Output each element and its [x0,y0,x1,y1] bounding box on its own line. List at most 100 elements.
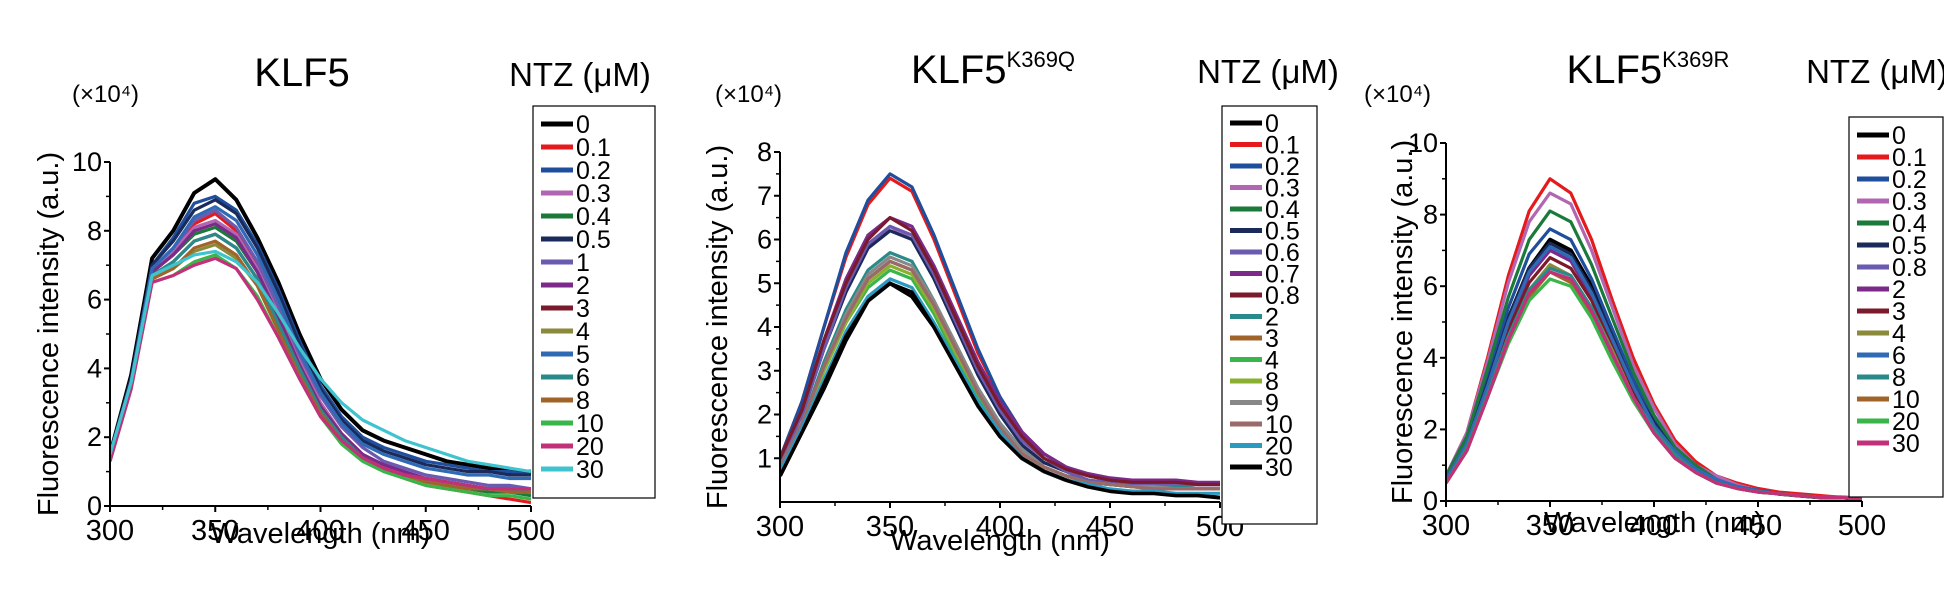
x-tick-label: 500 [1838,510,1886,542]
legend-label: 3 [576,295,590,323]
legend-label: 8 [576,387,590,415]
legend-label: 2 [576,272,590,300]
legend-item: 0 [1857,122,1906,150]
chart-title: KLF5K369Q [911,47,1075,92]
legend-item: 1 [541,249,590,277]
legend-item: 2 [1857,276,1906,304]
legend-label: 20 [1892,408,1920,436]
legend-label: 10 [1265,411,1293,439]
series-line-30 [780,281,1220,500]
series-line-0-2 [110,194,531,477]
legend-label: 0.7 [1265,261,1300,289]
legend-label: 3 [1265,325,1279,353]
legend-item: 20 [541,433,604,461]
legend-label: 0.8 [1892,254,1927,282]
series-line-10 [780,259,1220,491]
y-tick-label: 4 [757,312,772,342]
x-tick-label: 300 [1422,510,1470,542]
legend-item: 4 [541,318,590,346]
legend-label: 0.4 [1265,196,1300,224]
x-tick-label: 400 [296,515,344,547]
x-tick-label: 350 [191,515,239,547]
legend-item: 2 [541,272,590,300]
series-line-20 [780,277,1220,495]
y-tick-label: 2 [1423,414,1438,444]
legend-item: 6 [1857,342,1906,370]
legend-label: 0.3 [576,180,611,208]
x-tick-label: 350 [866,511,914,543]
legend-item: 0.2 [1857,166,1927,194]
legend-item: 0.1 [1230,132,1300,160]
legend-label: 10 [1892,386,1920,414]
legend-item: 0.2 [541,157,611,185]
y-multiplier-label: (×10⁴) [72,81,139,108]
legend-item: 30 [1230,454,1293,482]
legend-item: 0.4 [1230,196,1300,224]
y-axis-label: Fluorescence intensity (a.u.) [702,145,734,509]
x-axis-label: Wavelength (nm) [890,525,1110,557]
series-line-8 [110,239,531,494]
legend-label: 6 [576,364,590,392]
legend-label: 0.2 [1892,166,1927,194]
legend-label: 0.4 [576,203,611,231]
y-tick-label: 7 [757,181,772,211]
x-tick-label: 400 [976,511,1024,543]
legend-label: 4 [1892,320,1906,348]
legend-item: 0.5 [541,226,611,254]
legend-label: 0.2 [1265,153,1300,181]
legend-item: 6 [541,364,590,392]
legend-item: 0.5 [1230,218,1300,246]
y-tick-label: 2 [87,422,102,452]
y-tick-label: 10 [1408,128,1438,158]
legend-label: 8 [1892,364,1906,392]
legend-label: 4 [576,318,590,346]
legend-label: 0 [576,111,590,139]
y-tick-label: 6 [1423,271,1438,301]
legend-item: 30 [541,456,604,484]
y-tick-label: 6 [757,225,772,255]
legend-label: 6 [1892,342,1906,370]
series-line-5 [110,205,531,481]
legend-label: 0.2 [576,157,611,185]
legend-label: 30 [1265,454,1293,482]
x-tick-label: 450 [1086,511,1134,543]
legend-label: 20 [576,433,604,461]
legend-item: 5 [541,341,590,369]
y-tick-label: 5 [757,268,772,298]
chart-title: KLF5K369R [1567,47,1730,92]
series-line-0-3 [780,224,1220,487]
legend-label: 0 [1265,110,1279,138]
legend-item: 2 [1230,304,1279,332]
series-group [110,177,531,505]
legend-item: 0.3 [541,180,611,208]
legend-label: 30 [576,456,604,484]
legend-item: 0.3 [1230,175,1300,203]
y-axis-label: Fluorescence intensity (a.u.) [33,152,65,516]
series-group [1446,177,1862,501]
y-tick-label: 8 [1423,200,1438,230]
legend-item: 0.4 [541,203,611,231]
series-line-6 [110,232,531,494]
legend-item: 3 [541,295,590,323]
series-line-20 [110,256,531,491]
series-line-3 [110,232,531,494]
legend-label: 9 [1265,390,1279,418]
legend-item: 20 [1230,433,1293,461]
legend-item: 3 [1857,298,1906,326]
x-axis-label: Wavelength (nm) [1544,507,1764,539]
legend-label: 2 [1265,304,1279,332]
legend-item: 4 [1230,347,1279,375]
legend-item: 0 [1230,110,1279,138]
chart-title-superscript: K369Q [1007,47,1076,72]
series-line-0-6 [780,224,1220,487]
x-tick-label: 450 [402,515,450,547]
x-tick-label: 500 [507,515,555,547]
legend-item: 9 [1230,390,1279,418]
y-multiplier-label: (×10⁴) [1364,81,1431,108]
y-tick-label: 4 [1423,343,1438,373]
